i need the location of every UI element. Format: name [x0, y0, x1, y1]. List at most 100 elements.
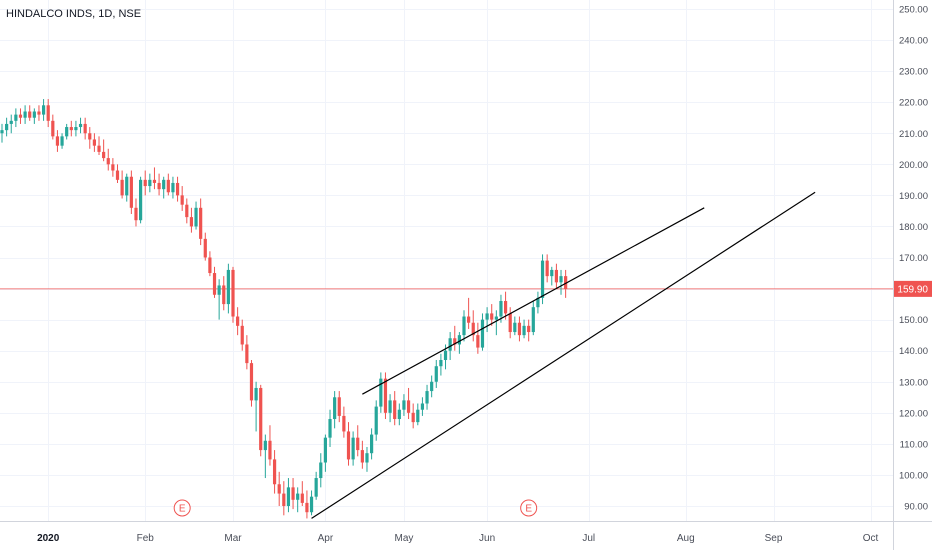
candle-body: [490, 313, 494, 320]
y-tick-label: 240.00: [899, 36, 928, 47]
y-tick-label: 100.00: [899, 470, 928, 481]
candle-body: [430, 381, 434, 392]
candle-body: [277, 484, 281, 494]
candle-body: [249, 363, 254, 401]
x-tick-label: Aug: [677, 533, 695, 544]
candle-body: [545, 260, 549, 277]
candle-body: [125, 176, 129, 196]
candle-body: [462, 316, 466, 336]
candle-body: [513, 322, 517, 333]
candle-body: [88, 133, 92, 140]
candle-body: [236, 316, 240, 326]
y-tick-label: 180.00: [899, 222, 928, 233]
candle-body: [476, 335, 480, 348]
candle-body: [217, 285, 221, 295]
candle-body: [272, 459, 277, 485]
candle-body: [402, 400, 406, 410]
earnings-marker-icon: [520, 499, 538, 517]
candle-body: [379, 378, 383, 407]
candle-body: [69, 127, 73, 131]
candle-body: [286, 487, 291, 506]
candle-body: [208, 257, 212, 274]
y-tick-label: 200.00: [899, 160, 928, 171]
candle-body: [480, 319, 485, 348]
candle-body: [300, 493, 304, 503]
candle-body: [157, 182, 161, 190]
y-tick-label: 250.00: [899, 5, 928, 16]
candle-body: [467, 316, 471, 323]
candle-body: [356, 437, 360, 451]
candle-body: [540, 260, 545, 298]
candle-body: [550, 269, 554, 277]
candle-body: [231, 269, 235, 317]
candle-body: [194, 207, 198, 227]
candle-body: [370, 434, 374, 454]
candle-body: [508, 313, 512, 333]
candle-body: [282, 493, 286, 506]
candle-body: [268, 440, 272, 460]
x-tick-label: May: [394, 533, 413, 544]
candle-body: [323, 437, 327, 463]
candle-body: [503, 300, 508, 314]
candle-body: [457, 335, 461, 345]
x-tick-label: Oct: [863, 533, 879, 544]
candle-body: [434, 366, 438, 382]
grid-lines: [0, 0, 893, 521]
candle-body: [388, 400, 392, 413]
channel-trendline: [311, 191, 816, 519]
candle-body: [425, 391, 429, 404]
candle-body: [453, 338, 457, 345]
candle-body: [527, 325, 531, 333]
x-tick-label: Mar: [224, 533, 242, 544]
candle-body: [517, 322, 522, 336]
earnings-marker-label: E: [525, 504, 532, 515]
candle-body: [37, 111, 41, 115]
candle-body: [559, 276, 563, 283]
earnings-marker-icon: [173, 499, 191, 517]
candle-body: [41, 105, 46, 115]
candle-body: [383, 378, 388, 413]
candle-body: [9, 120, 13, 124]
candle-body: [175, 182, 180, 196]
candle-body: [254, 387, 258, 401]
candle-body: [162, 179, 166, 190]
candle-body: [65, 127, 69, 137]
candle-body: [51, 120, 55, 137]
candle-body: [222, 285, 226, 305]
candle-body: [485, 313, 489, 320]
y-tick-label: 130.00: [899, 377, 928, 388]
candle-body: [203, 238, 207, 258]
candle-body: [397, 409, 401, 420]
y-tick-label: 170.00: [899, 253, 928, 264]
candle-body: [263, 440, 267, 451]
candle-body: [374, 406, 378, 435]
candle-body: [494, 316, 498, 320]
candle-body: [564, 276, 568, 289]
y-tick-label: 90.00: [904, 502, 928, 513]
candle-body: [32, 111, 36, 118]
candle-body: [291, 487, 295, 500]
y-tick-label: 140.00: [899, 346, 928, 357]
candle-body: [60, 136, 64, 146]
chart-title: HINDALCO INDS, 1D, NSE: [6, 8, 142, 20]
candle-body: [18, 114, 23, 118]
candle-body: [554, 269, 558, 283]
candle-body: [129, 176, 133, 208]
candle-body: [406, 400, 411, 413]
candle-body: [0, 130, 4, 134]
candle-body: [471, 322, 475, 336]
x-tick-label: Jun: [479, 533, 495, 544]
y-tick-label: 210.00: [899, 129, 928, 140]
candle-body: [180, 195, 184, 205]
candle-body: [120, 179, 124, 196]
candle-body: [55, 136, 60, 146]
candle-body: [152, 179, 157, 183]
y-tick-label: 150.00: [899, 315, 928, 326]
x-tick-label: Apr: [318, 533, 334, 544]
candle-body: [522, 325, 526, 336]
candle-body: [499, 300, 503, 317]
candle-body: [78, 123, 83, 128]
candle-body: [23, 111, 27, 118]
y-tick-label: 230.00: [899, 67, 928, 78]
